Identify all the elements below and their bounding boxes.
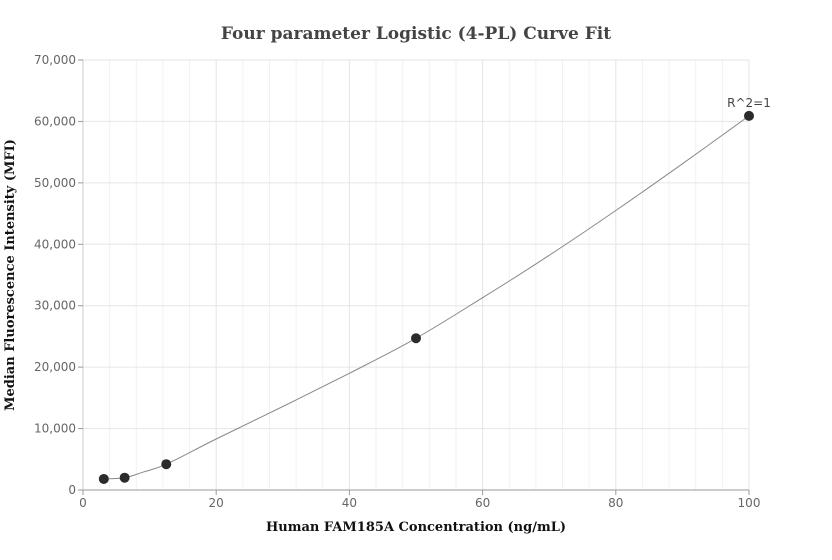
x-axis-title: Human FAM185A Concentration (ng/mL) — [266, 520, 566, 535]
y-tick-label: 20,000 — [34, 360, 76, 374]
chart-title: Four parameter Logistic (4-PL) Curve Fit — [221, 24, 611, 44]
x-tick-label: 40 — [342, 496, 357, 510]
x-tick-label: 60 — [475, 496, 490, 510]
x-tick-label: 20 — [209, 496, 224, 510]
y-axis-ticks: 0 10,000 20,000 30,000 40,000 50,000 60,000 70,… — [34, 53, 83, 497]
data-point — [98, 473, 109, 484]
y-tick-label: 0 — [68, 483, 76, 497]
y-axis-title: Median Fluorescence Intensity (MFI) — [3, 139, 18, 411]
grid — [82, 59, 750, 491]
data-point — [744, 110, 754, 121]
y-tick-label: 70,000 — [34, 53, 76, 67]
y-tick-label: 30,000 — [34, 299, 76, 313]
x-tick-label: 100 — [738, 496, 761, 510]
data-points — [98, 110, 754, 484]
data-point — [161, 459, 172, 470]
axes — [82, 60, 749, 491]
y-tick-label: 60,000 — [34, 114, 76, 128]
r-squared-annotation: R^2=1 — [727, 96, 771, 110]
data-point — [119, 472, 130, 483]
y-tick-label: 40,000 — [34, 237, 76, 251]
x-tick-label: 0 — [79, 496, 87, 510]
x-tick-label: 80 — [608, 496, 623, 510]
y-tick-label: 50,000 — [34, 176, 76, 190]
y-tick-label: 10,000 — [34, 422, 76, 436]
x-axis-ticks: 0 20 40 60 80 100 — [79, 490, 760, 510]
fit-curve — [103, 115, 750, 480]
data-point — [411, 333, 421, 344]
